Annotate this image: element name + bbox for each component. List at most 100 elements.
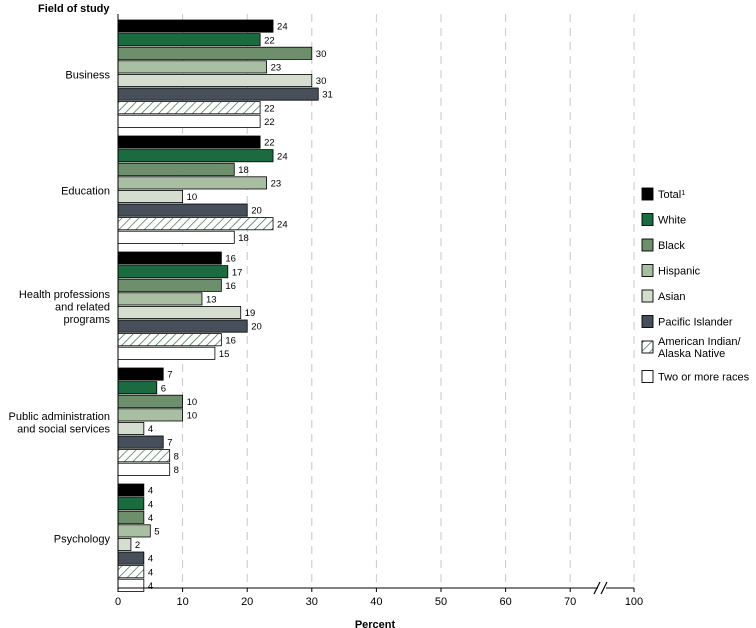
bar-public-administration-and-social-services-asian [117,421,145,435]
data-label: 4 [148,486,153,497]
bar-education-american-indian-alaska-native [117,217,274,231]
bar-business-pacific-islander [117,87,319,101]
category-label: Psychology [54,533,111,545]
bar-business-white [117,33,261,47]
legend: Total1 White Black Hispanic Asian Pacific Isl… [641,187,750,384]
data-label: 10 [187,397,198,408]
bar-health-professions-and-related-programs-american-indian-alaska-native [117,333,222,347]
legend-item-black: Black [641,238,685,252]
category-label: programs [64,314,111,326]
data-label: 20 [251,206,262,217]
data-label: 8 [174,451,179,462]
data-label: 5 [154,527,159,538]
data-label: 30 [316,49,327,60]
bar-psychology-two-or-more-races [117,578,145,592]
data-label: 22 [264,103,275,114]
x-axis-title: Percent [355,619,396,628]
axis-break-mark [593,581,601,595]
category-label: Health professions [19,289,111,301]
bar-psychology-total [117,483,145,497]
bar-health-professions-and-related-programs-asian [117,305,242,319]
legend-label: Black [658,240,685,252]
bar-public-administration-and-social-services-american-indian-alaska-native [117,449,171,463]
data-label: 7 [167,370,172,381]
data-label: 10 [187,192,198,203]
x-tick-label-40: 40 [370,596,382,608]
x-tick-label-100: 100 [625,596,643,608]
data-label: 24 [277,151,288,162]
data-label: 24 [277,219,288,230]
x-tick-label-30: 30 [306,596,318,608]
bars: 2422302330312222222418231020241816171613… [117,19,333,592]
bar-business-hispanic [117,60,267,74]
data-label: 4 [148,424,153,435]
legend-swatch [641,264,654,277]
bar-health-professions-and-related-programs-hispanic [117,292,203,306]
data-label: 19 [245,308,256,319]
bar-psychology-asian [117,538,132,552]
legend-label: Pacific Islander [658,317,733,329]
bar-psychology-hispanic [117,524,151,538]
bar-health-professions-and-related-programs-black [117,278,222,292]
legend-swatch [641,238,654,252]
data-label: 22 [264,117,275,128]
legend-item-white: White [641,213,686,227]
bar-education-total [117,135,261,149]
legend-item-total: Total1 [641,187,685,201]
bar-business-two-or-more-races [117,114,261,128]
bar-business-asian [117,74,313,88]
x-tick-label-60: 60 [499,596,511,608]
category-label: and social services [17,424,110,436]
bar-business-total [117,19,274,33]
bar-public-administration-and-social-services-black [117,394,183,408]
bar-education-two-or-more-races [117,230,235,244]
legend-swatch [641,289,654,303]
y-axis-title: Field of study [38,3,110,15]
data-label: 16 [225,281,236,292]
bar-education-asian [117,189,183,203]
legend-swatch [641,213,654,226]
legend-item-asian: Asian [641,289,686,303]
legend-item-two-or-more-races: Two or more races [641,370,750,384]
data-label: 4 [148,513,153,524]
bar-business-black [117,46,313,60]
legend-item-pacific-islander: Pacific Islander [641,315,733,329]
category-label: Education [61,185,110,197]
data-label: 6 [161,383,166,394]
data-label: 10 [187,411,198,422]
data-label: 16 [225,254,236,265]
legend-label: Alaska Native [658,348,725,360]
bar-public-administration-and-social-services-pacific-islander [117,435,164,449]
data-label: 15 [219,349,230,360]
axis-break-mark [600,581,608,595]
legend-item-hispanic: Hispanic [641,264,701,278]
category-label: and related [55,301,110,313]
legend-label: Total1 [658,189,685,201]
data-label: 22 [264,35,275,46]
bar-public-administration-and-social-services-total [117,367,164,381]
bar-health-professions-and-related-programs-white [117,265,229,279]
data-label: 4 [148,581,153,592]
bar-psychology-american-indian-alaska-native [117,565,145,579]
bar-health-professions-and-related-programs-pacific-islander [117,319,248,333]
x-tick-label-50: 50 [435,596,447,608]
data-label: 17 [232,267,243,278]
data-label: 31 [322,90,333,101]
data-label: 23 [271,179,282,190]
x-axis: 0 10 20 30 40 50 60 70 100 [115,14,643,608]
legend-label: Two or more races [658,372,750,384]
data-label: 24 [277,22,288,33]
legend-swatch [641,370,654,383]
legend-label: American Indian/ [658,336,741,348]
bar-psychology-pacific-islander [117,551,145,565]
bar-psychology-white [117,497,145,511]
data-label: 7 [167,438,172,449]
bar-public-administration-and-social-services-hispanic [117,408,183,422]
data-label: 22 [264,138,275,149]
bar-education-white [117,149,274,163]
bar-education-black [117,162,235,176]
bar-psychology-black [117,510,145,524]
bar-education-pacific-islander [117,203,248,217]
